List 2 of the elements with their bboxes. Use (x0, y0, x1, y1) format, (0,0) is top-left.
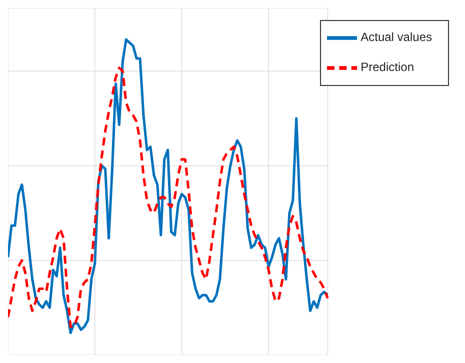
legend-label: Prediction (360, 60, 414, 74)
legend-label: Actual values (360, 30, 432, 44)
